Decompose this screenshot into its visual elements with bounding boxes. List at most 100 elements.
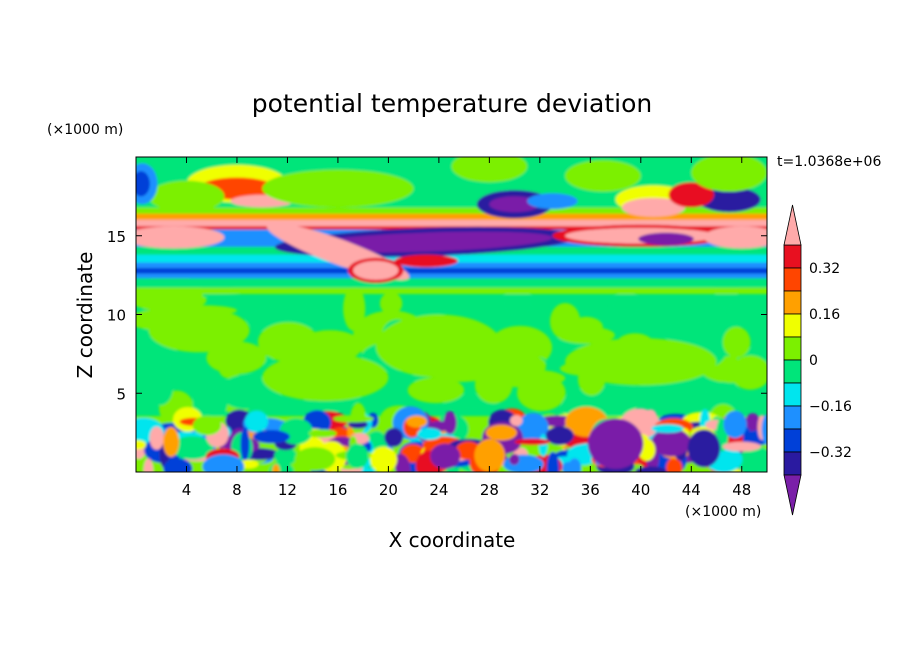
colorbar-swatch (783, 451, 802, 476)
field-patch (451, 157, 528, 183)
field-patch (761, 414, 767, 445)
field-patch (545, 426, 574, 446)
field-patch (722, 441, 761, 452)
field-patch (219, 374, 274, 410)
field-patch (143, 458, 154, 472)
field-patch (171, 436, 214, 460)
field-patch (687, 429, 721, 468)
field-patch (565, 160, 641, 192)
field-patch (192, 385, 228, 421)
field-patch (691, 157, 767, 192)
y-tick-label: 5 (116, 385, 126, 403)
x-tick-label: 36 (581, 481, 600, 499)
field-patch (489, 196, 540, 213)
colorbar-min-extend (783, 474, 802, 516)
x-tick-label: 24 (429, 481, 448, 499)
field-patch (430, 443, 461, 469)
field-patch (562, 461, 575, 472)
field-patch (394, 254, 458, 268)
field-patch (407, 377, 465, 404)
x-unit-label: (×1000 m) (685, 504, 761, 520)
field-patch (308, 429, 337, 438)
field-patch (651, 424, 684, 433)
colorbar-swatch (783, 313, 802, 338)
field-patch (348, 420, 368, 429)
colorbar-swatch (783, 336, 802, 361)
field-patch (484, 369, 566, 388)
y-axis-label: Z coordinate (73, 252, 97, 379)
field-band (136, 220, 767, 227)
colorbar-swatch (783, 405, 802, 430)
field-patch (262, 169, 414, 208)
field-patch (192, 415, 222, 436)
x-axis-label: X coordinate (389, 528, 516, 552)
field-patch (557, 326, 615, 344)
field-layer (136, 157, 767, 472)
x-tick-label: 4 (182, 481, 192, 499)
field-patch (148, 308, 250, 353)
x-tick-label: 12 (278, 481, 297, 499)
colorbar-swatch (783, 382, 802, 407)
field-patch (638, 232, 694, 246)
field-patch (202, 454, 245, 472)
field-patch (252, 429, 290, 444)
field-band (136, 278, 767, 288)
field-patch (406, 415, 428, 428)
field-patch (501, 289, 534, 318)
field-patch (370, 446, 398, 472)
colorbar-swatch (783, 267, 802, 292)
field-patch (257, 322, 319, 362)
field-patch (353, 260, 399, 280)
field-patch (565, 338, 717, 386)
field-patch (509, 415, 523, 426)
field-patch (668, 182, 714, 208)
y-axis: 5 10 15 (107, 228, 767, 403)
field-patch (163, 426, 180, 457)
field-patch (722, 326, 751, 358)
colorbar-swatch (783, 290, 802, 315)
time-label: t=1.0368e+06 (777, 154, 881, 170)
colorbar-tick-label: −0.16 (809, 399, 852, 415)
field-patch (379, 292, 403, 315)
x-tick-label: 48 (732, 481, 751, 499)
colorbar-swatch (783, 244, 802, 269)
field-patch (147, 367, 174, 406)
field-patch (240, 427, 250, 462)
field-patch (274, 446, 297, 466)
field-patch (651, 428, 691, 457)
field-patch (723, 410, 747, 439)
field-patch (333, 415, 374, 423)
field-patch (596, 424, 635, 463)
field-patch (345, 443, 369, 469)
field-patch (149, 426, 164, 450)
x-axis: 4 8 12 16 20 24 28 32 36 40 44 48 (182, 157, 751, 499)
field-patch (610, 292, 642, 320)
field-patch (294, 447, 336, 471)
colorbar-swatch (783, 428, 802, 453)
field-patch (485, 424, 517, 441)
field-band (136, 287, 767, 295)
field-patch (666, 457, 683, 472)
field-patch (300, 231, 553, 253)
field-patch (514, 438, 550, 446)
field-patch (665, 318, 712, 348)
field-patch (509, 453, 520, 466)
colorbar-tick-label: 0.32 (809, 261, 840, 277)
colorbar-swatch (783, 359, 802, 384)
field-patch (148, 180, 225, 213)
colorbar-max-extend (783, 204, 802, 246)
x-tick-label: 28 (480, 481, 499, 499)
field-patch (635, 466, 667, 472)
x-tick-label: 20 (379, 481, 398, 499)
field-patch (737, 446, 767, 472)
field-patch (272, 464, 280, 472)
x-tick-label: 40 (631, 481, 650, 499)
field-band (136, 210, 767, 220)
field-patch (527, 193, 578, 209)
colorbar-tick-label: −0.32 (809, 445, 852, 461)
field-patch (621, 197, 685, 217)
x-tick-label: 32 (530, 481, 549, 499)
x-tick-label: 8 (232, 481, 242, 499)
colorbar: 0.32 0.16 0 −0.16 −0.32 (783, 204, 852, 516)
